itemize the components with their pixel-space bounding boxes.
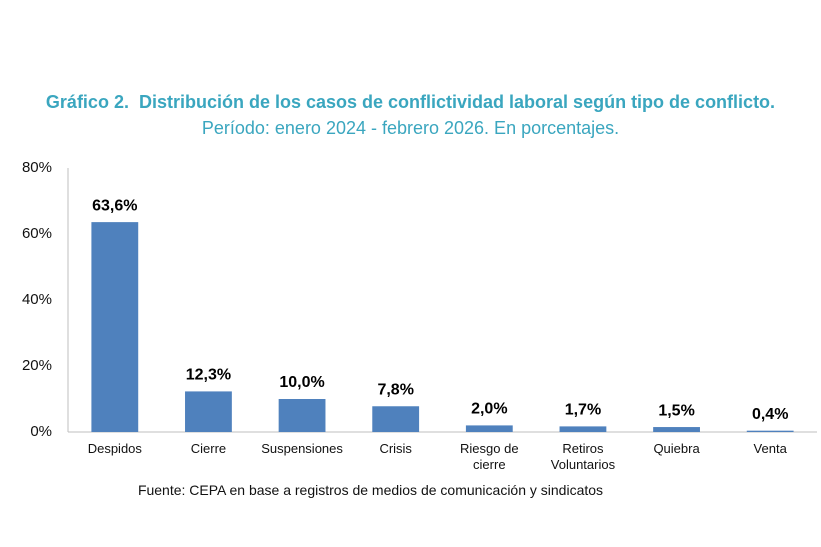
value-label: 10,0% xyxy=(279,374,324,391)
bar xyxy=(559,426,607,432)
source-note: Fuente: CEPA en base a registros de medi… xyxy=(137,482,604,498)
x-tick-label: Crisis xyxy=(379,441,412,456)
y-tick-label: 20% xyxy=(22,357,52,374)
bar xyxy=(91,222,139,432)
x-tick-label: Venta xyxy=(753,441,787,456)
bar xyxy=(185,391,232,432)
value-label: 0,4% xyxy=(752,406,788,423)
chart-title: Gráfico 2. Distribución de los casos de … xyxy=(45,92,776,112)
chart-subtitle: Período: enero 2024 - febrero 2026. En p… xyxy=(201,118,620,138)
y-tick-label: 40% xyxy=(22,291,52,308)
value-label: 1,7% xyxy=(565,402,601,419)
y-tick-label: 80% xyxy=(22,159,52,176)
value-label: 7,8% xyxy=(377,381,413,398)
x-tick-label: Cierre xyxy=(190,441,227,456)
value-label: 1,5% xyxy=(658,402,694,419)
bar xyxy=(746,430,794,432)
y-tick-label: 0% xyxy=(30,423,52,440)
value-label: 12,3% xyxy=(186,367,231,384)
bar xyxy=(653,427,700,432)
value-label: 63,6% xyxy=(92,197,137,214)
x-tick-label: Quiebra xyxy=(653,441,700,456)
bar xyxy=(278,399,326,432)
x-tick-label: Despidos xyxy=(87,441,142,456)
bar xyxy=(372,406,420,432)
bar xyxy=(465,425,513,432)
y-tick-label: 60% xyxy=(22,225,52,242)
x-tick-label: Retiros Voluntarios xyxy=(550,441,616,472)
x-tick-label: Suspensiones xyxy=(261,441,343,456)
x-tick-label: Riesgo de cierre xyxy=(460,441,519,472)
value-label: 2,0% xyxy=(471,401,507,418)
